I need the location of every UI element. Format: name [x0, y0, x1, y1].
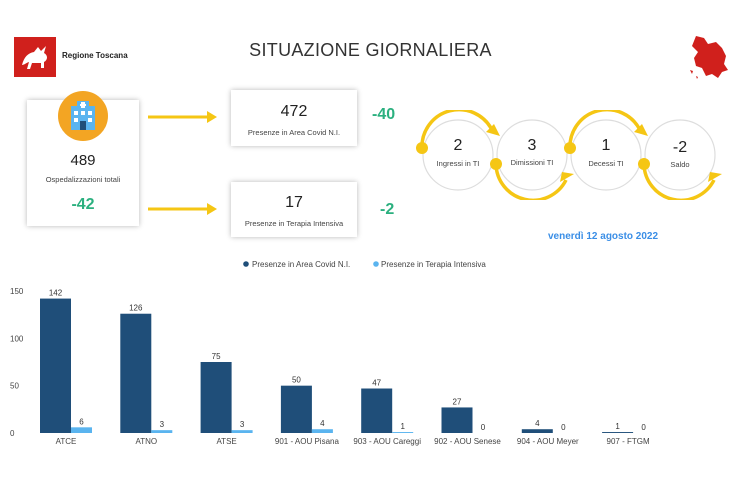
flow-circle-decessi [570, 119, 642, 191]
intensive-care-card [231, 182, 357, 237]
legend-label-covid: Presenze in Area Covid N.I. [252, 260, 350, 269]
hospital-bar-chart: Presenze in Area Covid N.I. Presenze in … [10, 260, 650, 446]
y-tick-label: 0 [10, 429, 15, 438]
legend-label-ti: Presenze in Terapia Intensiva [381, 260, 486, 269]
x-axis: ATCE ATNO ATSE 901 - AOU Pisana 903 - AOU Ca… [56, 437, 650, 446]
data-label-covid: 142 [49, 289, 63, 298]
ti-delta: -2 [380, 201, 395, 218]
legend-marker-covid [243, 261, 249, 267]
covid-label: Presenze in Area Covid N.I. [247, 128, 341, 137]
chart-legend: Presenze in Area Covid N.I. Presenze in … [243, 260, 486, 269]
flow-ingressi-value: 2 [453, 137, 463, 154]
flow-saldo-value: -2 [672, 139, 688, 156]
bar-covid [40, 298, 71, 433]
x-tick-label: 901 - AOU Pisana [275, 437, 340, 446]
data-label-covid: 1 [615, 422, 620, 431]
ti-label: Presenze in Terapia Intensiva [244, 219, 344, 228]
y-tick-label: 100 [10, 334, 24, 343]
data-label-ti: 1 [400, 422, 405, 431]
bar-ti [151, 430, 173, 433]
bar-covid [602, 432, 634, 433]
page-title: SITUAZIONE GIORNALIERA [249, 40, 492, 60]
report-date: venerdì 12 agosto 2022 [548, 231, 659, 242]
bar-covid [361, 388, 393, 433]
data-label-covid: 27 [453, 397, 462, 406]
total-label: Ospedalizzazioni totali [45, 175, 121, 184]
y-tick-label: 50 [10, 382, 19, 391]
data-label-ti: 6 [79, 417, 84, 426]
data-label-ti: 3 [240, 420, 245, 429]
icu-flow-diagram [416, 110, 722, 200]
data-label-covid: 126 [129, 304, 143, 313]
bar-ti [231, 430, 253, 433]
bar-covid [280, 385, 312, 433]
flow-ingressi-label: Ingressi in TI [436, 159, 480, 168]
flow-circle-ingressi [422, 119, 494, 191]
covid-delta: -40 [372, 106, 396, 123]
pegasus-logo-icon [14, 37, 56, 77]
bars: 142 6 126 3 75 3 50 4 47 1 27 0 4 0 1 0 [40, 289, 646, 433]
bar-covid [120, 313, 152, 433]
x-tick-label: 907 - FTGM [607, 437, 650, 446]
bar-covid [200, 362, 232, 433]
data-label-ti: 0 [481, 423, 486, 432]
data-label-ti: 3 [160, 420, 165, 429]
data-label-ti: 0 [641, 423, 646, 432]
data-label-covid: 4 [535, 419, 540, 428]
data-label-ti: 0 [561, 423, 566, 432]
flow-decessi-value: 1 [601, 137, 611, 154]
brand-name: Regione Toscana [62, 51, 128, 60]
total-value: 489 [70, 152, 96, 169]
data-label-covid: 47 [372, 379, 381, 388]
tuscany-map-icon [688, 34, 730, 80]
x-tick-label: 902 - AOU Senese [434, 437, 501, 446]
data-label-ti: 4 [320, 419, 325, 428]
bar-covid [441, 407, 473, 433]
ti-value: 17 [285, 194, 303, 211]
flow-saldo-label: Saldo [670, 160, 690, 169]
y-axis: 0 50 100 150 [10, 287, 24, 438]
covid-area-card [231, 90, 357, 146]
legend-marker-ti [373, 261, 379, 267]
flow-dimissioni-value: 3 [527, 137, 537, 154]
bar-covid [521, 429, 553, 433]
bar-ti [392, 432, 414, 433]
covid-value: 472 [280, 103, 308, 120]
total-delta: -42 [71, 196, 95, 213]
x-tick-label: ATNO [135, 437, 157, 446]
x-tick-label: ATSE [216, 437, 236, 446]
flow-circle-saldo [644, 119, 716, 191]
data-label-covid: 50 [292, 376, 301, 385]
x-tick-label: 903 - AOU Careggi [353, 437, 421, 446]
bar-ti [71, 427, 92, 433]
x-tick-label: ATCE [56, 437, 77, 446]
data-label-covid: 75 [212, 352, 221, 361]
x-tick-label: 904 - AOU Meyer [517, 437, 579, 446]
bar-ti [311, 429, 333, 433]
flow-decessi-label: Decessi TI [588, 159, 624, 168]
connector-arrows [148, 111, 217, 215]
flow-circle-dimissioni [496, 119, 568, 191]
flow-dimissioni-label: Dimissioni TI [510, 158, 554, 167]
hospital-icon [58, 91, 108, 141]
y-tick-label: 150 [10, 287, 24, 296]
